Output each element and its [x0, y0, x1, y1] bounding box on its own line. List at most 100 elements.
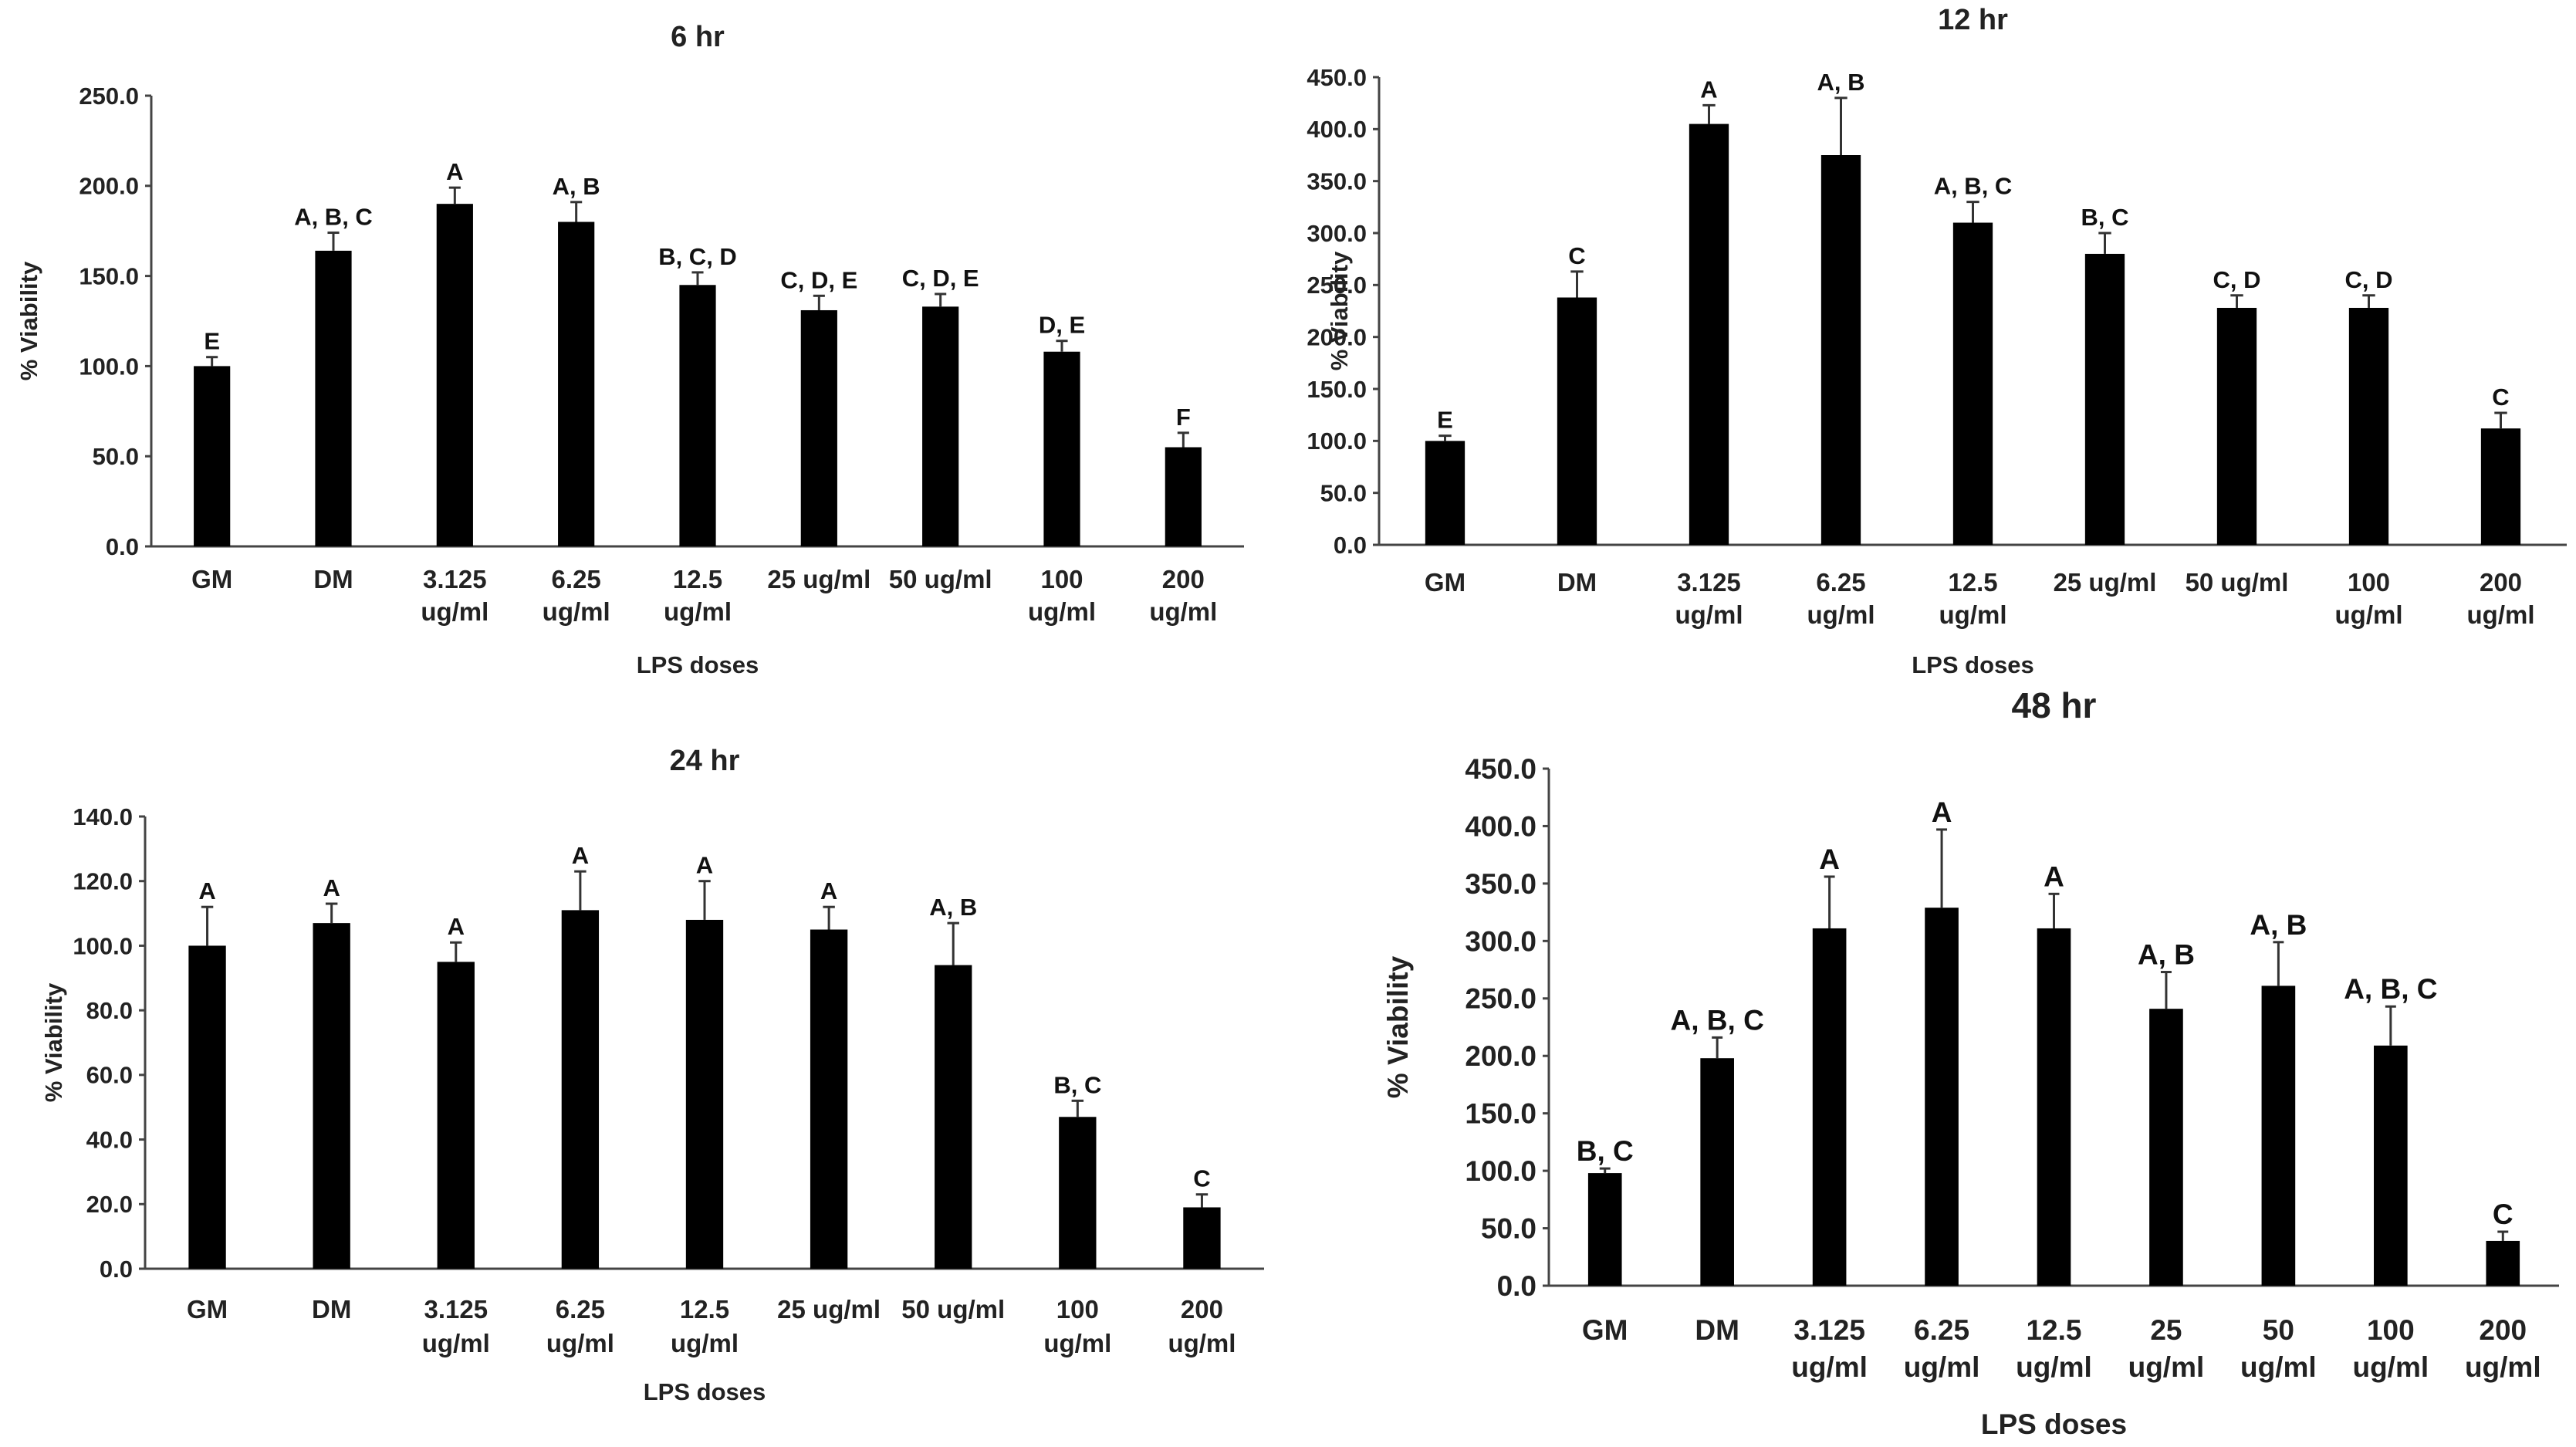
x-tick-label: 100 [2367, 1314, 2415, 1346]
x-tick-label: ug/ml [2467, 600, 2535, 629]
y-tick-label: 120.0 [73, 868, 133, 895]
x-tick-label: ug/ml [2128, 1351, 2205, 1383]
y-tick-label: 100.0 [1307, 428, 1367, 455]
bar [2149, 1009, 2183, 1286]
y-axis-label: % Viability [40, 982, 67, 1102]
x-tick-label: ug/ml [1028, 597, 1096, 626]
y-tick-label: 20.0 [86, 1191, 133, 1218]
bar [810, 929, 848, 1269]
bar [1587, 1173, 1622, 1286]
x-tick-label: 12.5 [680, 1295, 729, 1324]
significance-label: A, B, C [1671, 1004, 1764, 1036]
x-tick-label: GM [187, 1295, 228, 1324]
x-tick-label: ug/ml [1149, 597, 1217, 626]
significance-label: A, B, C [1934, 173, 2013, 200]
bar [2037, 928, 2071, 1286]
bar [194, 366, 231, 546]
bar [1425, 441, 1465, 545]
chart-title: 48 hr [2012, 685, 2097, 725]
x-tick-label: ug/ml [1043, 1329, 1111, 1357]
bar [315, 250, 352, 546]
x-tick-label: GM [1425, 568, 1465, 597]
bar [1820, 155, 1861, 545]
y-tick-label: 100.0 [79, 353, 139, 380]
y-tick-label: 250.0 [1465, 983, 1536, 1015]
x-tick-label: ug/ml [2016, 1351, 2092, 1383]
bar [935, 965, 972, 1269]
bar [1700, 1058, 1734, 1286]
y-tick-label: 80.0 [86, 997, 133, 1024]
x-axis-label: LPS doses [1981, 1408, 2127, 1440]
x-tick-label: GM [191, 565, 232, 593]
significance-label: A [198, 877, 215, 904]
x-tick-label: 200 [2479, 1314, 2527, 1346]
significance-label: B, C [1053, 1071, 1101, 1098]
x-tick-label: 12.5 [673, 565, 722, 593]
significance-label: A, B [2250, 909, 2307, 941]
y-tick-label: 0.0 [106, 533, 139, 560]
bar [437, 962, 475, 1269]
significance-label: C, D, E [780, 266, 857, 293]
bar [2480, 428, 2521, 545]
significance-label: C, D [2213, 266, 2261, 293]
bar [922, 306, 959, 546]
chart-title: 6 hr [671, 21, 725, 53]
x-tick-label: ug/ml [422, 1329, 490, 1357]
bar [800, 309, 837, 546]
x-tick-label: ug/ml [1675, 600, 1743, 629]
significance-label: A [2044, 860, 2064, 892]
y-tick-label: 350.0 [1465, 868, 1536, 900]
significance-label: A [696, 852, 713, 879]
x-tick-label: ug/ml [1168, 1329, 1236, 1357]
x-tick-label: 3.125 [424, 1295, 488, 1324]
x-tick-label: ug/ml [2335, 600, 2403, 629]
y-tick-label: 150.0 [79, 262, 139, 289]
significance-label: E [204, 328, 220, 355]
bar [2216, 307, 2257, 545]
significance-label: A [1819, 844, 1840, 875]
x-tick-label: 25 ug/ml [767, 565, 870, 593]
x-tick-label: ug/ml [421, 597, 488, 626]
significance-label: C [2493, 1199, 2513, 1230]
significance-label: A [572, 842, 589, 869]
x-tick-label: 12.5 [2026, 1314, 2081, 1346]
x-tick-label: ug/ml [2465, 1351, 2541, 1383]
y-tick-label: 50.0 [93, 443, 139, 470]
bar [1689, 123, 1729, 546]
significance-label: A [1700, 76, 1717, 103]
bar [1165, 447, 1202, 546]
y-tick-label: 50.0 [1481, 1213, 1536, 1245]
bar [313, 923, 350, 1269]
x-tick-label: GM [1582, 1314, 1628, 1346]
x-tick-label: ug/ml [2352, 1351, 2429, 1383]
y-tick-label: 300.0 [1465, 925, 1536, 957]
significance-label: A, B [1817, 69, 1865, 96]
x-tick-label: 6.25 [556, 1295, 605, 1324]
y-tick-label: 150.0 [1465, 1098, 1536, 1130]
x-tick-label: ug/ml [543, 597, 610, 626]
x-tick-label: 100 [1040, 565, 1083, 593]
significance-label: E [1437, 407, 1453, 434]
x-tick-label: ug/ml [671, 1329, 739, 1357]
y-tick-label: 400.0 [1307, 116, 1367, 143]
chart-title: 12 hr [1938, 4, 2008, 36]
significance-label: A, B, C [294, 204, 373, 231]
significance-label: A, B [929, 894, 977, 921]
x-axis-label: LPS doses [637, 651, 759, 678]
y-tick-label: 250.0 [79, 83, 139, 110]
significance-label: C [1568, 242, 1585, 269]
y-tick-label: 300.0 [1307, 220, 1367, 247]
x-tick-label: ug/ml [664, 597, 732, 626]
chart-24-hr: 24 hr 0.0 20.0 40.0 60.0 80.0 100.0 120.0 140.0%… [40, 745, 1264, 1405]
x-tick-label: DM [1695, 1314, 1739, 1346]
bar [2348, 307, 2389, 545]
y-tick-label: 150.0 [1307, 376, 1367, 403]
y-tick-label: 200.0 [79, 173, 139, 200]
significance-label: C, D, E [902, 265, 979, 292]
y-tick-label: 200.0 [1307, 324, 1367, 351]
x-tick-label: 200 [2480, 568, 2522, 597]
significance-label: A [446, 158, 463, 185]
x-tick-label: 6.25 [552, 565, 601, 593]
y-tick-label: 0.0 [1334, 532, 1367, 559]
